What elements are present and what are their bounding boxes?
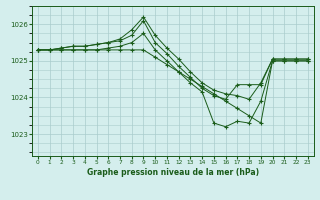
X-axis label: Graphe pression niveau de la mer (hPa): Graphe pression niveau de la mer (hPa) (87, 168, 259, 177)
